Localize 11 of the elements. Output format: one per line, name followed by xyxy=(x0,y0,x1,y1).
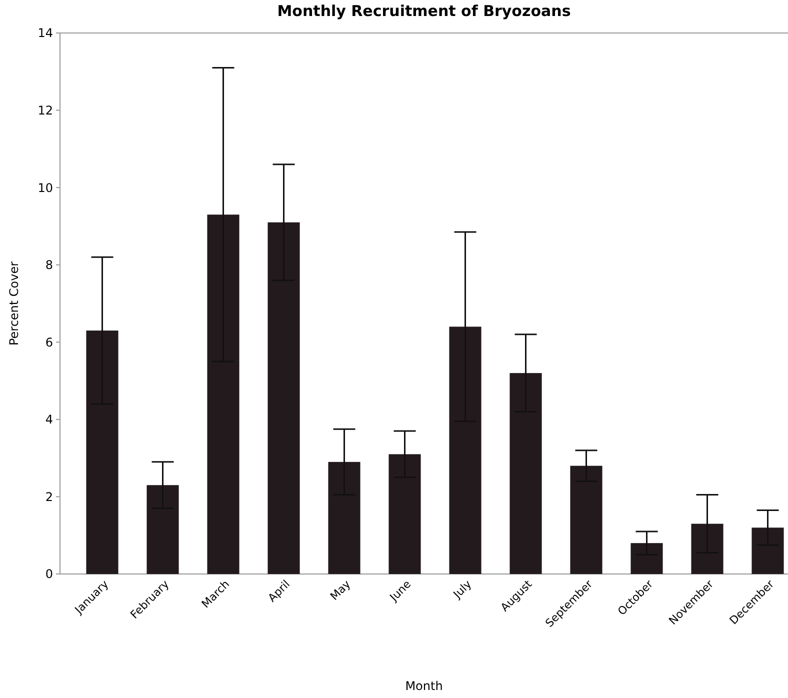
y-tick-label: 8 xyxy=(45,258,53,272)
y-tick-label: 4 xyxy=(45,412,53,427)
y-tick-label: 6 xyxy=(45,335,53,350)
y-tick-label: 0 xyxy=(45,567,53,582)
chart-title: Monthly Recruitment of Bryozoans xyxy=(277,2,571,20)
y-axis-title: Percent Cover xyxy=(7,261,21,346)
x-axis-title: Month xyxy=(405,679,443,693)
y-tick-label: 10 xyxy=(38,180,53,195)
y-tick-label: 2 xyxy=(45,490,53,504)
y-tick-label: 12 xyxy=(38,103,53,118)
y-tick-label: 14 xyxy=(38,26,53,40)
